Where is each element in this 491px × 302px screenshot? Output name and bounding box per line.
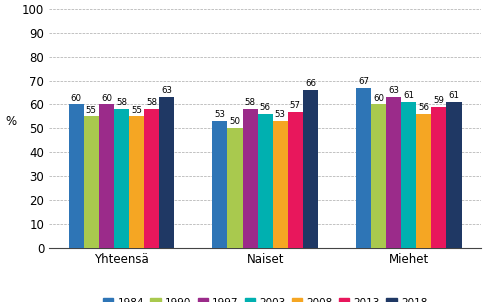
Bar: [129, 117, 144, 248]
Text: 59: 59: [434, 96, 444, 105]
Bar: [416, 114, 432, 248]
Text: 56: 56: [260, 103, 271, 112]
Bar: [386, 97, 401, 248]
Text: 57: 57: [290, 101, 301, 110]
Bar: [144, 109, 159, 248]
Bar: [356, 88, 371, 248]
Legend: 1984, 1990, 1997, 2003, 2008, 2013, 2018: 1984, 1990, 1997, 2003, 2008, 2013, 2018: [99, 294, 432, 302]
Text: 61: 61: [448, 91, 460, 100]
Text: 55: 55: [131, 105, 142, 114]
Text: 63: 63: [161, 86, 172, 95]
Bar: [303, 90, 318, 248]
Text: 67: 67: [358, 77, 369, 86]
Bar: [371, 104, 386, 248]
Bar: [401, 102, 416, 248]
Bar: [446, 102, 462, 248]
Bar: [69, 104, 84, 248]
Bar: [273, 121, 288, 248]
Text: 63: 63: [388, 86, 399, 95]
Text: 58: 58: [116, 98, 127, 107]
Text: 60: 60: [71, 94, 82, 103]
Text: 50: 50: [229, 117, 241, 127]
Text: 60: 60: [373, 94, 384, 103]
Text: 58: 58: [146, 98, 157, 107]
Bar: [258, 114, 273, 248]
Bar: [114, 109, 129, 248]
Text: 61: 61: [403, 91, 414, 100]
Text: 60: 60: [101, 94, 112, 103]
Bar: [99, 104, 114, 248]
Text: 66: 66: [305, 79, 316, 88]
Bar: [159, 97, 174, 248]
Text: 55: 55: [86, 105, 97, 114]
Text: 53: 53: [275, 110, 286, 119]
Bar: [243, 109, 258, 248]
Bar: [227, 128, 243, 248]
Text: 53: 53: [215, 110, 225, 119]
Bar: [288, 112, 303, 248]
Y-axis label: %: %: [5, 115, 16, 128]
Text: 58: 58: [245, 98, 255, 107]
Text: 56: 56: [418, 103, 429, 112]
Bar: [432, 107, 446, 248]
Bar: [84, 117, 99, 248]
Bar: [213, 121, 227, 248]
